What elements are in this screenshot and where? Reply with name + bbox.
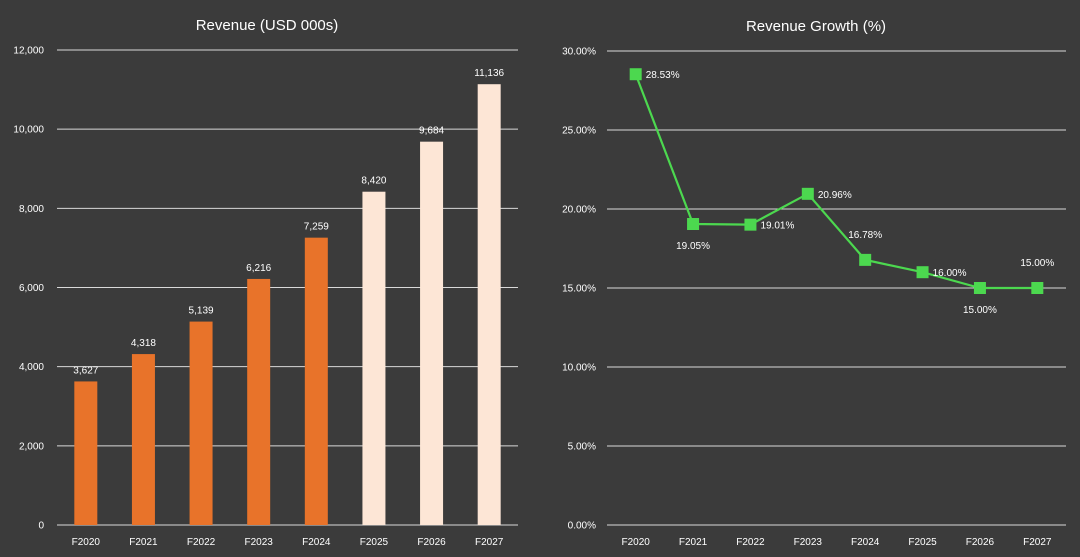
growth-y-tick-label: 25.00%: [562, 126, 596, 137]
revenue-data-label: 7,259: [304, 222, 329, 233]
revenue-bar: [477, 84, 501, 525]
revenue-data-labels: 3,627 4,318 5,139 6,216 7,259 8,420 9,684 11,13…: [73, 68, 504, 376]
revenue-x-tick-label: F2025: [360, 537, 389, 548]
revenue-data-label: 4,318: [131, 338, 156, 349]
growth-data-label: 16.00%: [933, 268, 967, 279]
revenue-x-tick-label: F2024: [302, 537, 331, 548]
revenue-gridlines: [57, 49, 518, 526]
growth-marker: [859, 253, 872, 266]
revenue-x-tick-label: F2020: [72, 537, 101, 548]
growth-x-tick-label: F2027: [1023, 537, 1052, 548]
growth-marker: [1031, 282, 1044, 294]
growth-x-axis: F2020 F2021 F2022 F2023 F2024 F2025 F2026 F2027: [622, 537, 1052, 548]
growth-data-label: 19.01%: [760, 221, 794, 232]
growth-y-tick-label: 10.00%: [562, 363, 596, 374]
revenue-x-tick-label: F2026: [417, 537, 446, 548]
growth-markers: [629, 68, 1044, 294]
growth-chart-title: Revenue Growth (%): [746, 18, 886, 35]
revenue-bar-chart: Revenue (USD 000s) 0 2,000 4,000 6,000 8,000…: [13, 17, 518, 548]
growth-data-label: 20.96%: [818, 190, 852, 201]
growth-data-label: 28.53%: [646, 70, 680, 81]
growth-y-axis: 0.00% 5.00% 10.00% 15.00% 20.00% 25.00% 30.00%: [562, 47, 596, 532]
revenue-data-label: 3,627: [73, 365, 98, 376]
growth-y-tick-label: 20.00%: [562, 205, 596, 216]
revenue-bars: [74, 84, 501, 526]
revenue-x-tick-label: F2027: [475, 537, 504, 548]
growth-data-labels: 28.53% 19.05% 19.01% 20.96% 16.78% 16.00% 15.0…: [646, 70, 1055, 316]
growth-x-tick-label: F2020: [622, 537, 651, 548]
revenue-data-label: 8,420: [361, 176, 386, 187]
revenue-data-label: 6,216: [246, 263, 271, 274]
revenue-y-tick-label: 10,000: [13, 125, 44, 136]
revenue-bar: [362, 191, 386, 526]
revenue-x-axis: F2020 F2021 F2022 F2023 F2024 F2025 F2026 F2027: [72, 537, 504, 548]
growth-y-tick-label: 5.00%: [568, 442, 596, 453]
revenue-bar: [131, 354, 155, 525]
growth-data-label: 19.05%: [676, 241, 710, 252]
revenue-x-tick-label: F2022: [187, 537, 216, 548]
revenue-x-tick-label: F2021: [129, 537, 158, 548]
growth-y-tick-label: 0.00%: [568, 521, 596, 532]
revenue-data-label: 9,684: [419, 126, 444, 137]
revenue-y-tick-label: 4,000: [19, 362, 44, 373]
growth-line-chart: Revenue Growth (%) 0.00% 5.00% 10.00% 15.00…: [562, 18, 1066, 548]
growth-marker: [801, 187, 814, 200]
revenue-chart-title: Revenue (USD 000s): [196, 17, 339, 34]
revenue-y-axis: 0 2,000 4,000 6,000 8,000 10,000 12,000: [13, 46, 44, 532]
growth-marker: [916, 266, 929, 279]
growth-x-tick-label: F2022: [736, 537, 765, 548]
revenue-bar: [189, 321, 213, 525]
revenue-x-tick-label: F2023: [245, 537, 274, 548]
growth-x-tick-label: F2026: [966, 537, 995, 548]
growth-line-series: [634, 73, 1038, 290]
revenue-y-tick-label: 8,000: [19, 204, 44, 215]
revenue-bar: [74, 381, 98, 525]
growth-y-tick-label: 15.00%: [562, 284, 596, 295]
growth-marker: [687, 218, 700, 231]
growth-data-label: 15.00%: [963, 305, 997, 316]
growth-data-label: 16.78%: [848, 230, 882, 241]
growth-marker: [973, 282, 986, 294]
growth-y-tick-label: 30.00%: [562, 47, 596, 58]
growth-x-tick-label: F2021: [679, 537, 708, 548]
growth-x-tick-label: F2025: [908, 537, 937, 548]
revenue-bar: [247, 278, 271, 525]
growth-x-tick-label: F2024: [851, 537, 880, 548]
revenue-bar: [420, 141, 444, 526]
growth-marker: [629, 68, 642, 81]
revenue-data-label: 11,136: [474, 68, 504, 79]
growth-marker: [744, 218, 757, 231]
revenue-y-tick-label: 6,000: [19, 283, 44, 294]
growth-data-label: 15.00%: [1020, 258, 1054, 269]
revenue-bar: [304, 237, 328, 525]
revenue-y-tick-label: 0: [38, 521, 44, 532]
growth-x-tick-label: F2023: [794, 537, 823, 548]
revenue-y-tick-label: 12,000: [13, 46, 44, 57]
revenue-y-tick-label: 2,000: [19, 441, 44, 452]
revenue-data-label: 5,139: [189, 306, 214, 317]
growth-line: [634, 73, 1038, 290]
